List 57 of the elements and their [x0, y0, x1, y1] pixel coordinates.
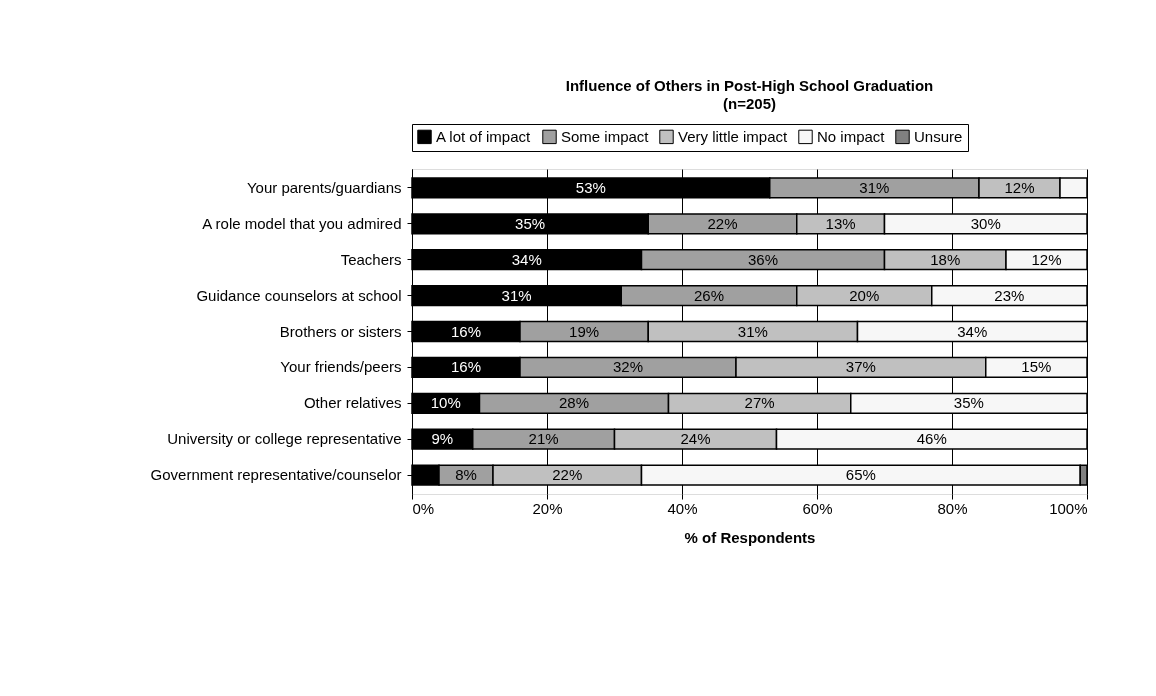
- y-tick-label: Guidance counselors at school: [196, 286, 402, 304]
- data-label: 18%: [930, 250, 961, 268]
- data-label: 21%: [528, 430, 559, 448]
- data-label: 26%: [693, 286, 725, 304]
- y-tick-label: Other relatives: [303, 394, 402, 412]
- y-tick-label: Your parents/guardians: [246, 178, 402, 196]
- data-label: 34%: [957, 322, 988, 340]
- data-label: 23%: [994, 286, 1025, 304]
- x-tick-label: 60%: [802, 499, 833, 517]
- data-label: 34%: [511, 250, 542, 268]
- data-label: 22%: [707, 214, 738, 232]
- data-label: 28%: [558, 394, 590, 412]
- data-label: 36%: [747, 250, 779, 268]
- data-label: 22%: [552, 466, 583, 484]
- data-label: 10%: [430, 394, 461, 412]
- chart-title: Influence of Others in Post-High School Graduation: [565, 76, 934, 94]
- data-label: 20%: [849, 286, 880, 304]
- y-tick-label: University or college representative: [167, 430, 402, 448]
- x-tick-label: 20%: [532, 499, 563, 517]
- data-label: 35%: [953, 394, 984, 412]
- data-label: 15%: [1021, 358, 1052, 376]
- chart-subtitle: (n=205): [723, 94, 776, 112]
- data-label: 8%: [455, 466, 477, 484]
- x-tick-label: 40%: [667, 499, 698, 517]
- y-tick-label: A role model that you admired: [202, 214, 402, 232]
- y-tick-label: Your friends/peers: [280, 358, 402, 376]
- x-tick-label: 80%: [937, 499, 968, 517]
- data-label: 12%: [1031, 250, 1062, 268]
- data-label: 16%: [450, 358, 482, 376]
- data-label: 65%: [845, 466, 876, 484]
- data-label: 24%: [680, 430, 711, 448]
- data-label: 31%: [501, 286, 532, 304]
- legend-label: No impact: [817, 127, 886, 145]
- data-label: 19%: [569, 322, 600, 340]
- data-label: 31%: [859, 178, 890, 196]
- data-label: 53%: [575, 178, 606, 196]
- legend-label: Unsure: [914, 127, 963, 145]
- data-label: 16%: [450, 322, 482, 340]
- data-label: 31%: [737, 322, 768, 340]
- data-label: 12%: [1004, 178, 1035, 196]
- x-axis-title: % of Respondents: [684, 528, 816, 546]
- legend-label: A lot of impact: [436, 127, 532, 145]
- y-tick-label: Government representative/counselor: [150, 466, 402, 484]
- data-label: 37%: [845, 358, 876, 376]
- data-label: 46%: [916, 430, 947, 448]
- data-label: 13%: [825, 214, 856, 232]
- legend-label: Very little impact: [678, 127, 789, 145]
- data-label: 32%: [612, 358, 644, 376]
- data-label: 27%: [744, 394, 775, 412]
- data-label: 35%: [515, 214, 546, 232]
- x-tick-label: 100%: [1049, 499, 1088, 517]
- y-tick-label: Teachers: [340, 250, 402, 268]
- data-label: 9%: [431, 430, 454, 448]
- y-tick-label: Brothers or sisters: [279, 322, 402, 340]
- legend-label: Some impact: [561, 127, 650, 145]
- data-label: 30%: [970, 214, 1001, 232]
- x-tick-label: 0%: [412, 499, 435, 517]
